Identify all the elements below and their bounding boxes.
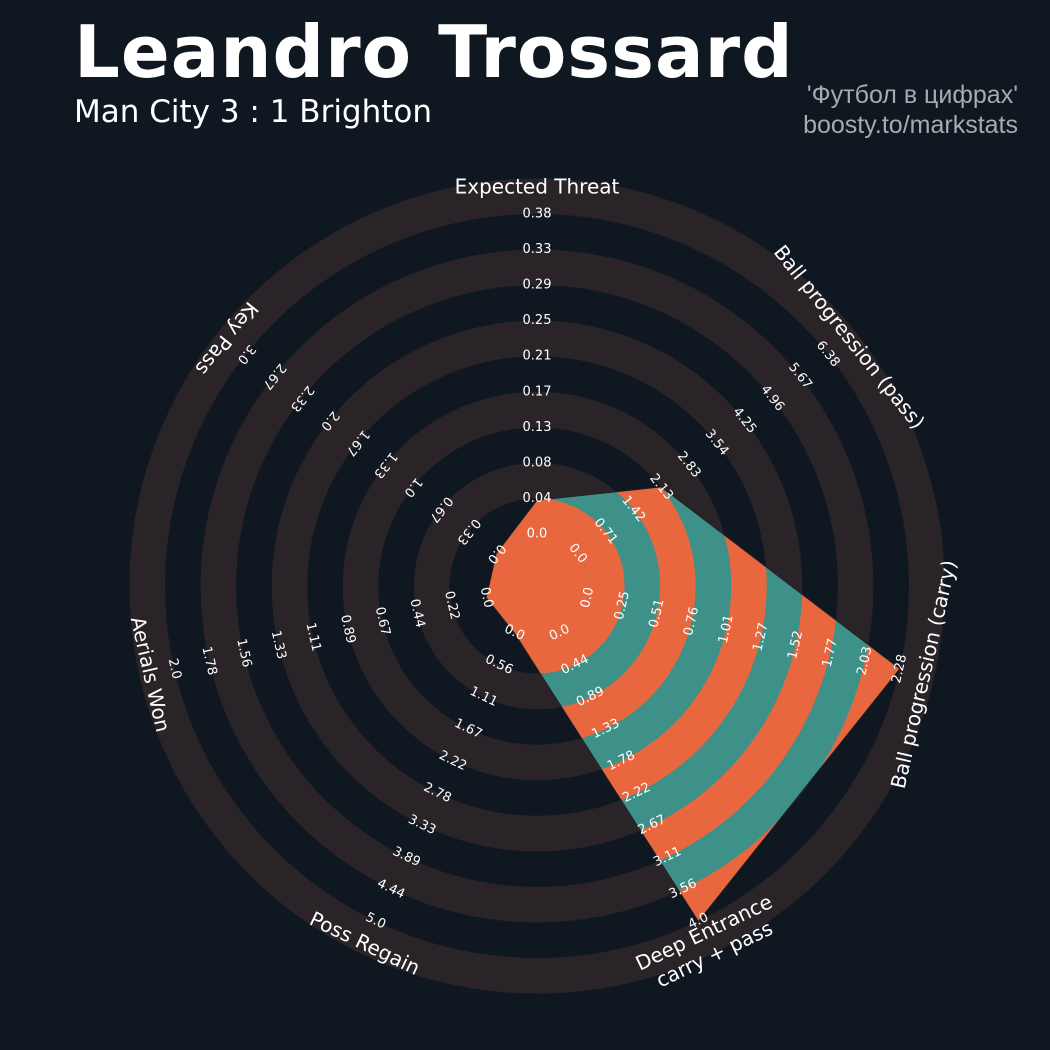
credit-line-1: 'Футбол в цифрах'	[806, 81, 1018, 109]
axis-tick-label: 0.22	[441, 590, 462, 622]
axis-tick-label: 1.33	[268, 629, 289, 661]
axis-tick-label: 0.38	[523, 207, 552, 222]
match-subtitle: Man City 3 : 1 Brighton	[74, 94, 433, 130]
axis-tick-label: 0.25	[612, 590, 633, 622]
axis-tick-label: 0.0	[477, 586, 496, 610]
axis-tick-label: 0.89	[337, 613, 358, 645]
axis-tick-label: 2.03	[854, 645, 875, 677]
credit: 'Футбол в цифрах' boosty.to/markstats	[803, 80, 1018, 140]
credit-line-2: boosty.to/markstats	[803, 111, 1018, 139]
axis-tick-label: 1.01	[716, 613, 737, 645]
player-polygon-center	[486, 534, 589, 638]
axis-tick-label: 0.17	[523, 384, 552, 399]
axis-tick-label: 0.13	[523, 420, 552, 435]
axis-tick-label: 0.0	[527, 527, 548, 542]
axis-tick-label: 0.76	[681, 606, 702, 638]
param-label: Expected Threat	[455, 175, 620, 199]
axis-tick-label: 2.28	[889, 653, 910, 685]
axis-tick-label: 0.04	[523, 491, 552, 506]
axis-tick-label: 0.29	[523, 278, 552, 293]
axis-tick-label: 1.78	[198, 645, 219, 677]
axis-tick-label: 1.56	[233, 637, 254, 669]
axis-tick-label: 0.33	[523, 242, 552, 257]
axis-tick-label: 1.11	[302, 621, 323, 653]
player-polygon-outline	[485, 486, 901, 922]
axis-tick-label: 1.27	[750, 621, 771, 653]
axis-tick-label: 0.44	[406, 598, 427, 630]
axis-tick-label: 0.51	[646, 598, 667, 630]
axis-tick-label: 1.52	[785, 629, 806, 661]
axis-tick-label: 2.0	[165, 657, 184, 681]
axis-tick-label: 0.08	[523, 455, 552, 470]
axis-tick-label: 1.77	[820, 637, 841, 669]
axis-tick-label: 0.67	[372, 606, 393, 638]
axis-tick-label: 0.21	[523, 349, 552, 364]
axis-tick-label: 0.0	[578, 586, 597, 610]
axis-tick-label: 0.25	[523, 313, 552, 328]
player-title: Leandro Trossard	[74, 10, 794, 94]
